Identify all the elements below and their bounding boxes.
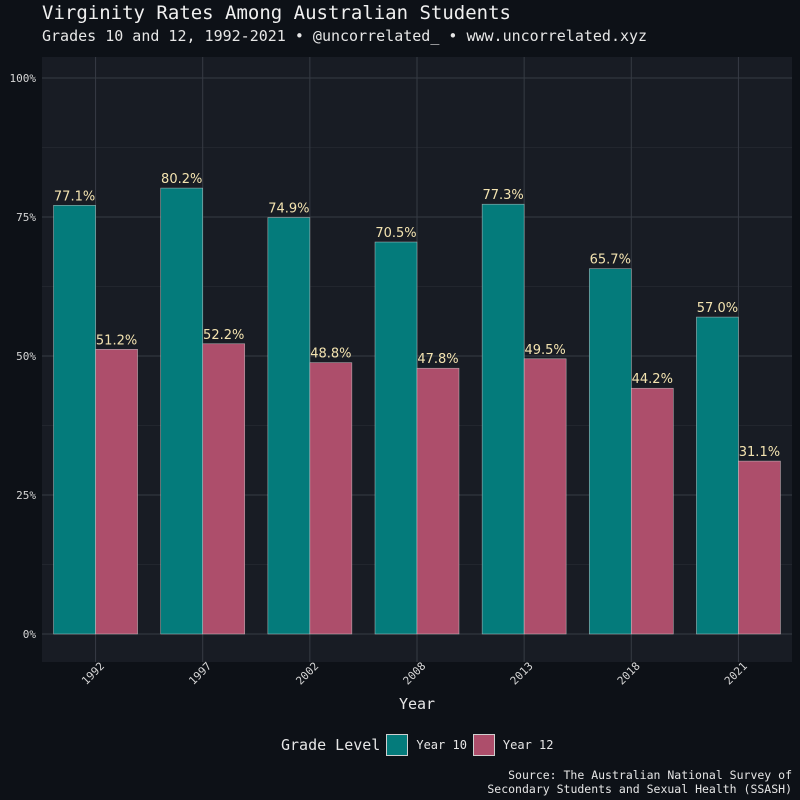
bar-year-10-2018 [588,268,632,635]
data-label-year-12-1997: 52.2% [203,328,244,343]
bar-year-12-1997 [202,343,246,635]
bar-year-10-1992 [53,205,96,635]
data-label-year-10-1997: 80.2% [161,172,202,187]
legend: Grade Level Year 10 Year 12 [281,733,560,757]
x-tick-label: 2013 [508,660,536,688]
bar-year-12-1992 [95,349,138,635]
bar-year-12-2008 [416,367,460,635]
y-tick-label: 0% [23,628,37,641]
bar-year-12-2021 [738,460,781,635]
data-label-year-12-2008: 47.8% [417,352,458,367]
x-tick-label: 2021 [722,660,750,688]
legend-swatch-year-12 [472,734,495,756]
x-axis-title: Year [399,695,435,713]
x-tick-label: 1997 [186,660,214,688]
data-label-year-10-1992: 77.1% [54,189,95,204]
chart-subtitle: Grades 10 and 12, 1992-2021 • @uncorrela… [42,27,648,45]
y-tick-label: 25% [16,489,36,502]
data-label-year-10-2018: 65.7% [590,253,631,268]
legend-label-year-10: Year 10 [416,738,467,752]
data-label-year-12-2018: 44.2% [632,372,673,387]
legend-title: Grade Level [281,736,381,754]
bar-year-10-2002 [267,217,311,635]
x-tick-label: 1992 [79,660,107,688]
bar-year-10-2013 [481,203,525,635]
bar-year-10-1997 [160,187,204,635]
source-line-1: Source: The Australian National Survey o… [508,768,792,782]
x-tick-label: 2002 [293,660,321,688]
legend-swatch-year-10 [386,734,409,756]
bar-year-12-2013 [523,358,567,635]
data-label-year-10-2008: 70.5% [375,226,416,241]
data-label-year-12-2013: 49.5% [524,343,565,358]
y-tick-label: 75% [16,211,36,224]
data-label-year-10-2002: 74.9% [268,202,309,217]
y-tick-label: 50% [16,350,36,363]
data-label-year-10-2021: 57.0% [697,301,738,316]
bar-year-12-2018 [630,387,674,635]
bar-year-10-2008 [374,241,418,635]
legend-item-year-12: Year 12 [472,734,554,756]
source-note: Source: The Australian National Survey o… [487,768,792,796]
y-tick-label: 100% [10,72,37,85]
bar-year-10-2021 [696,316,739,635]
data-label-year-12-2021: 31.1% [739,445,780,460]
chart-title: Virginity Rates Among Australian Student… [42,2,511,24]
data-label-year-12-2002: 48.8% [310,347,351,362]
x-tick-label: 2018 [615,660,643,688]
data-label-year-10-2013: 77.3% [482,188,523,203]
source-line-2: Secondary Students and Sexual Health (SS… [487,782,792,796]
data-label-year-12-1992: 51.2% [96,333,137,348]
x-tick-label: 2008 [401,660,429,688]
legend-label-year-12: Year 12 [502,738,554,752]
bar-year-12-2002 [309,362,353,635]
legend-item-year-10: Year 10 [386,734,467,756]
